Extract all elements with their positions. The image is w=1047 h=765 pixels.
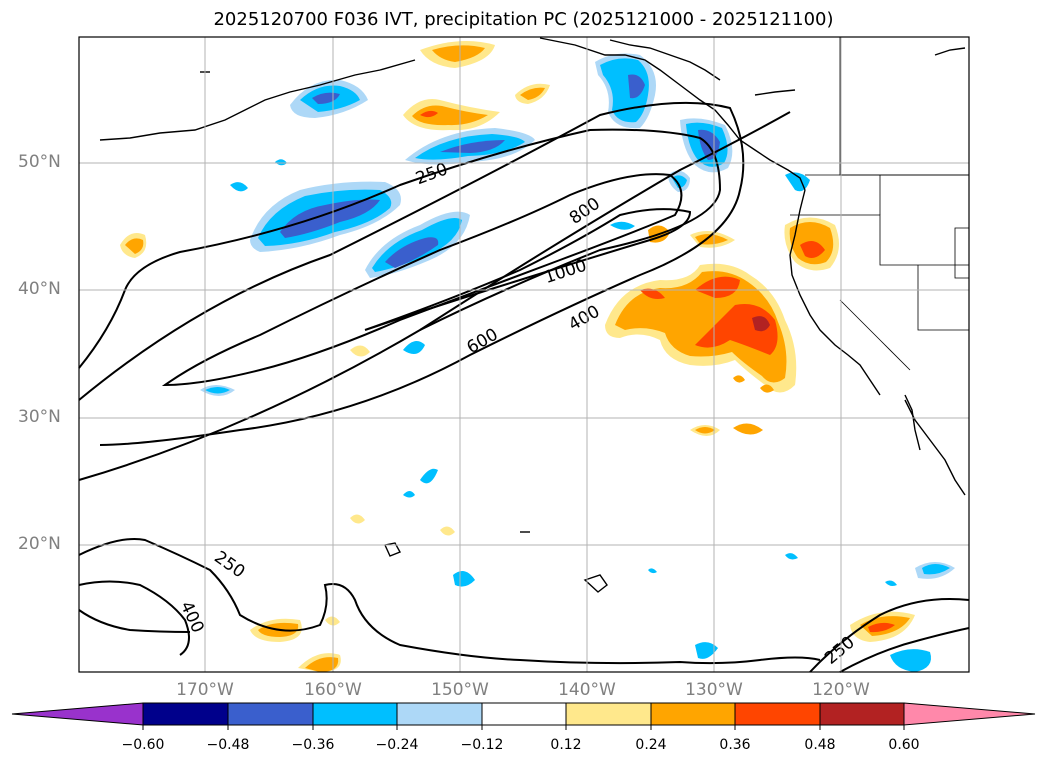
colorbar-bin	[142, 702, 229, 726]
colorbar-tick-label: 0.48	[804, 737, 836, 753]
graticule	[79, 37, 969, 672]
colorbar-tick-label: −0.60	[121, 737, 165, 753]
lon-label-120w: 120°W	[812, 680, 870, 700]
lat-label-40n: 40°N	[18, 279, 61, 299]
colorbar-tick-label: −0.48	[206, 737, 250, 753]
lat-label-30n: 30°N	[18, 407, 61, 427]
lon-label-130w: 130°W	[685, 680, 743, 700]
lon-label-140w: 140°W	[558, 680, 616, 700]
colorbar-bin	[565, 702, 652, 726]
colorbar-extend-high	[903, 702, 1036, 726]
colorbar	[11, 702, 1036, 730]
colorbar-bin	[650, 702, 736, 726]
colorbar-bin	[227, 702, 314, 726]
lon-label-150w: 150°W	[431, 680, 489, 700]
colorbar-tick-label: 0.12	[550, 737, 582, 753]
colorbar-extend-low	[11, 702, 144, 726]
colorbar-bin	[481, 702, 567, 726]
colorbar-bin	[396, 702, 483, 726]
colorbar-bin	[312, 702, 398, 726]
lat-label-20n: 20°N	[18, 534, 61, 554]
lon-label-160w: 160°W	[304, 680, 362, 700]
lat-label-50n: 50°N	[18, 152, 61, 172]
colorbar-tick-label: 0.24	[635, 737, 667, 753]
colorbar-tick-label: −0.12	[460, 737, 504, 753]
colorbar-tick-label: 0.36	[719, 737, 751, 753]
chart-title: 2025120700 F036 IVT, precipitation PC (2…	[213, 9, 834, 30]
coastlines	[99, 37, 966, 593]
map-frame	[78, 36, 970, 673]
colorbar-tick-label: −0.24	[375, 737, 419, 753]
colorbar-bin	[819, 702, 905, 726]
colorbar-tick-label: −0.36	[291, 737, 335, 753]
colorbar-bin	[734, 702, 821, 726]
colorbar-tick-label: 0.60	[888, 737, 920, 753]
lon-label-170w: 170°W	[176, 680, 234, 700]
precip-negative-shading	[200, 53, 955, 672]
